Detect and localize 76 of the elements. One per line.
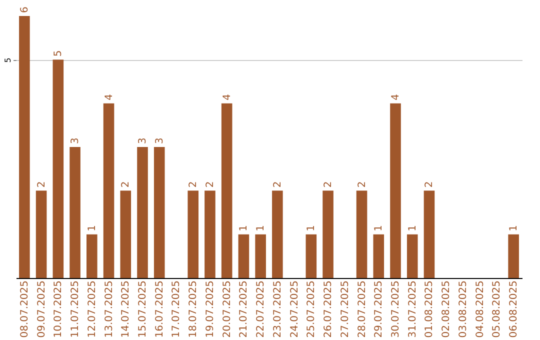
- data-label: 4: [104, 94, 115, 100]
- data-label: 1: [407, 224, 418, 232]
- data-label: 4: [390, 94, 402, 100]
- data-label: 6: [19, 6, 30, 13]
- x-tick-label: 23.07.2025: [272, 280, 284, 338]
- x-tick-label: 28.07.2025: [356, 280, 368, 338]
- x-tick-label: 06.08.2025: [508, 280, 520, 338]
- x-tick-label: 01.08.2025: [424, 280, 436, 338]
- data-label: 2: [424, 181, 436, 188]
- data-label: 5: [53, 50, 64, 57]
- x-tick-label: 30.07.2025: [390, 280, 402, 338]
- x-tick-label: 13.07.2025: [104, 280, 115, 338]
- bar: [238, 234, 250, 278]
- x-tick-label: 21.07.2025: [238, 280, 250, 338]
- data-label: 3: [138, 138, 148, 144]
- bar: [306, 234, 317, 278]
- x-tick-label: 15.07.2025: [138, 280, 148, 338]
- x-tick-label: 24.07.2025: [289, 280, 300, 338]
- x-tick-label: 31.07.2025: [407, 280, 418, 338]
- x-tick-label: 10.07.2025: [53, 280, 64, 338]
- bar: [508, 234, 519, 278]
- bar: [86, 234, 98, 278]
- data-label: 1: [86, 224, 98, 232]
- bar: [188, 190, 198, 278]
- data-label: 1: [508, 224, 520, 232]
- x-tick-label: 04.08.2025: [474, 280, 486, 338]
- data-label: 2: [120, 181, 132, 188]
- data-label: 2: [204, 181, 216, 188]
- bar: [272, 190, 283, 278]
- x-tick-label: 03.08.2025: [458, 280, 469, 338]
- bar: [120, 190, 132, 278]
- bar: [52, 60, 64, 278]
- x-tick-label: 08.07.2025: [19, 280, 30, 338]
- bar: [103, 103, 114, 278]
- data-label: 2: [323, 181, 334, 188]
- bar: [390, 103, 401, 278]
- data-label: 3: [70, 138, 82, 144]
- bar: [424, 190, 435, 278]
- bar: [356, 190, 368, 278]
- x-tick-label: 26.07.2025: [323, 280, 334, 338]
- data-label: 2: [356, 181, 368, 188]
- bar: [406, 234, 418, 278]
- data-label: 1: [256, 224, 267, 232]
- x-tick-label: 16.07.2025: [154, 280, 166, 338]
- x-tick-label: 14.07.2025: [120, 280, 132, 338]
- data-label: 2: [188, 181, 200, 188]
- x-tick-label: 29.07.2025: [374, 280, 385, 338]
- x-tick-label: 12.07.2025: [86, 280, 98, 338]
- x-tick-label: 02.08.2025: [441, 280, 452, 338]
- data-label: 4: [222, 94, 233, 100]
- x-tick-label: 18.07.2025: [188, 280, 200, 338]
- bar: [221, 103, 232, 278]
- data-label: 3: [154, 138, 166, 144]
- x-tick-label: 25.07.2025: [306, 280, 318, 338]
- bar: [70, 147, 80, 278]
- x-tick-label: 17.07.2025: [171, 280, 182, 338]
- bar: [154, 147, 165, 278]
- bar: [19, 16, 30, 278]
- x-tick-label: 19.07.2025: [204, 280, 216, 338]
- bar: [322, 190, 334, 278]
- data-label: 2: [272, 181, 284, 188]
- bar: [255, 234, 266, 278]
- x-tick-label: 05.08.2025: [492, 280, 503, 338]
- x-tick-label: 11.07.2025: [70, 280, 82, 338]
- data-label: 1: [306, 224, 318, 232]
- x-tick-label: 20.07.2025: [222, 280, 233, 338]
- bar: [36, 190, 47, 278]
- data-label: 1: [374, 224, 385, 232]
- bar: [373, 234, 384, 278]
- bar: [204, 190, 216, 278]
- x-tick-label: 27.07.2025: [340, 280, 351, 338]
- bar: [137, 147, 148, 278]
- data-label: 2: [36, 181, 48, 188]
- x-tick-label: 22.07.2025: [256, 280, 267, 338]
- x-tick-label: 09.07.2025: [36, 280, 48, 338]
- data-label: 1: [238, 224, 250, 232]
